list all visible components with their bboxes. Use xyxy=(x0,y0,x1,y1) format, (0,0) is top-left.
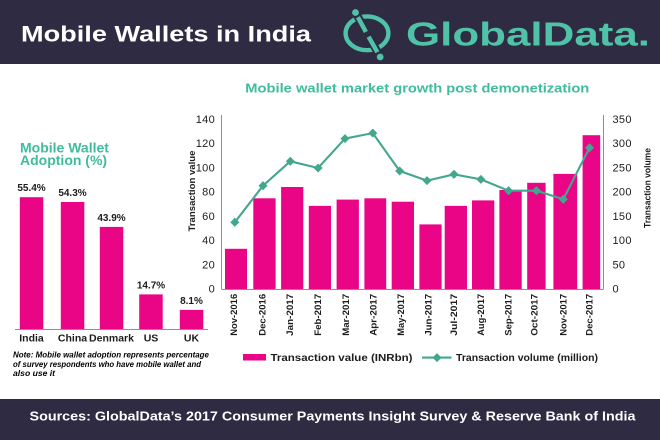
svg-text:Jun-2017: Jun-2017 xyxy=(424,294,434,336)
svg-text:300: 300 xyxy=(613,138,632,150)
svg-text:China: China xyxy=(58,333,87,345)
svg-text:50: 50 xyxy=(613,259,626,271)
svg-text:8.1%: 8.1% xyxy=(180,296,203,307)
svg-text:100: 100 xyxy=(613,235,632,247)
svg-text:Transaction volume: Transaction volume xyxy=(642,148,653,228)
svg-text:150: 150 xyxy=(613,211,632,223)
svg-text:14.7%: 14.7% xyxy=(137,280,165,291)
svg-text:Oct-2017: Oct-2017 xyxy=(529,294,539,336)
svg-text:100: 100 xyxy=(196,163,215,175)
svg-text:Jan-2017: Jan-2017 xyxy=(285,294,295,336)
svg-text:80: 80 xyxy=(202,187,215,199)
svg-text:UK: UK xyxy=(184,333,200,345)
svg-text:Dec-2016: Dec-2016 xyxy=(258,294,268,336)
svg-text:Mobile wallet market growth po: Mobile wallet market growth post demonet… xyxy=(245,81,589,96)
svg-text:Adoption (%): Adoption (%) xyxy=(20,152,107,168)
svg-text:India: India xyxy=(19,333,44,345)
svg-text:Aug-2017: Aug-2017 xyxy=(476,294,486,336)
svg-text:43.9%: 43.9% xyxy=(97,213,125,224)
svg-text:Sep-2017: Sep-2017 xyxy=(504,294,514,336)
svg-text:Dec-2017: Dec-2017 xyxy=(584,294,594,336)
svg-text:Nov-2017: Nov-2017 xyxy=(558,294,568,336)
svg-text:120: 120 xyxy=(196,138,215,150)
svg-text:Mobile Wallets in India: Mobile Wallets in India xyxy=(21,22,312,47)
svg-text:Transaction volume (million): Transaction volume (million) xyxy=(456,353,598,364)
svg-text:200: 200 xyxy=(613,187,632,199)
svg-text:Nov-2016: Nov-2016 xyxy=(229,294,239,336)
svg-text:250: 250 xyxy=(613,163,632,175)
svg-text:Note: Mobile wallet adoption r: Note: Mobile wallet adoption represents … xyxy=(13,351,210,360)
svg-text:350: 350 xyxy=(613,114,632,126)
svg-text:140: 140 xyxy=(196,114,215,126)
svg-text:54.3%: 54.3% xyxy=(58,188,86,199)
svg-text:Mobile Wallet: Mobile Wallet xyxy=(20,140,109,156)
svg-text:Transaction value (INRbn): Transaction value (INRbn) xyxy=(271,353,413,364)
svg-text:Transaction value: Transaction value xyxy=(187,150,198,231)
svg-text:of survey respondents who have: of survey respondents who have mobile wa… xyxy=(13,360,202,369)
svg-text:Apr-2017: Apr-2017 xyxy=(368,294,378,336)
svg-text:Sources: GlobalData’s 2017 Con: Sources: GlobalData’s 2017 Consumer Paym… xyxy=(30,409,637,424)
svg-text:Mar-2017: Mar-2017 xyxy=(341,294,351,336)
svg-text:May-2017: May-2017 xyxy=(396,294,406,336)
svg-text:also use it: also use it xyxy=(13,369,55,378)
svg-text:55.4%: 55.4% xyxy=(17,183,45,194)
svg-text:Feb-2017: Feb-2017 xyxy=(313,294,323,336)
svg-text:GlobalData.: GlobalData. xyxy=(406,16,650,53)
svg-text:0: 0 xyxy=(209,284,215,296)
svg-text:Jul-2017: Jul-2017 xyxy=(449,294,459,336)
svg-text:0: 0 xyxy=(613,284,619,296)
svg-text:Denmark: Denmark xyxy=(89,333,134,345)
svg-text:40: 40 xyxy=(202,235,215,247)
svg-text:20: 20 xyxy=(202,259,215,271)
svg-text:US: US xyxy=(144,333,159,345)
svg-text:60: 60 xyxy=(202,211,215,223)
